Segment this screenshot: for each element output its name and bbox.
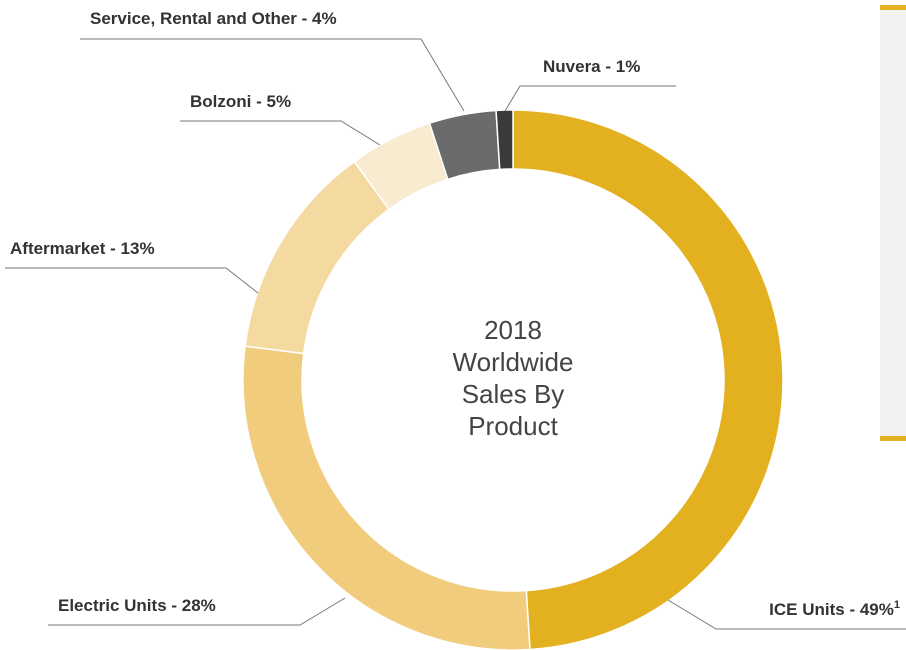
leader-line	[80, 38, 465, 112]
center-text: Product	[468, 411, 558, 441]
leader-line	[667, 599, 906, 630]
segment-label: Bolzoni - 5%	[190, 92, 291, 111]
segment-label: Electric Units - 28%	[58, 596, 216, 615]
donut-segment	[495, 109, 514, 171]
side-panel	[880, 8, 906, 438]
segment-label: Nuvera - 1%	[543, 57, 640, 76]
label-text: Bolzoni - 5%	[190, 92, 291, 111]
segment-label: Service, Rental and Other - 4%	[90, 9, 337, 28]
label-text: Service, Rental and Other - 4%	[90, 9, 337, 28]
panel-bar	[880, 5, 906, 10]
donut-segment	[244, 160, 391, 355]
center-text: Sales By	[462, 379, 565, 409]
leader-line	[5, 267, 259, 294]
leader-line	[48, 597, 346, 626]
donut-segment	[512, 109, 784, 650]
label-text: ICE Units - 49%	[769, 600, 894, 619]
label-text: Nuvera - 1%	[543, 57, 640, 76]
leader-line	[180, 120, 381, 146]
segment-label: Aftermarket - 13%	[10, 239, 155, 258]
center-text: 2018	[484, 315, 542, 345]
panel-bar	[880, 436, 906, 441]
segment-label: ICE Units - 49%1	[769, 599, 900, 620]
leader-line	[504, 85, 676, 112]
label-text: Electric Units - 28%	[58, 596, 216, 615]
center-text: Worldwide	[453, 347, 574, 377]
footnote-mark: 1	[894, 599, 900, 611]
label-text: Aftermarket - 13%	[10, 239, 155, 258]
